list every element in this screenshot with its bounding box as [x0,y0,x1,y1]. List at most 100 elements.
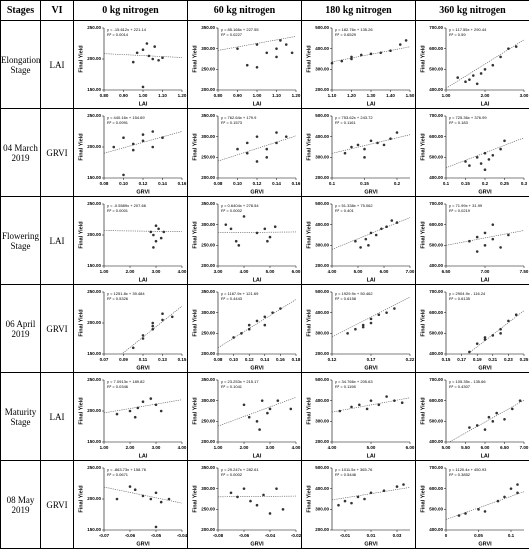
data-point [468,239,471,242]
data-point [369,321,373,324]
header-cell: Stages [0,0,41,21]
y-tick-label: 250.00 [87,465,101,470]
fit-annotation: y = 762.64x + 179.9 [221,115,257,120]
x-tick-label: -0.06 [125,533,136,538]
x-tick-label: 1.10 [158,93,167,98]
data-point [275,130,278,134]
data-point [365,407,369,410]
data-point [468,350,471,353]
fit-annotation: R² = 0.0001 [107,208,129,213]
data-point [364,237,368,240]
scatter-chart: 150.00 200.00 250.00 0.80 0.90 1.00 1.10 1.20 LA… [78,25,186,107]
y-tick-label: 400.00 [429,175,443,180]
x-tick-label: 0.15 [360,181,369,186]
y-tick-label: 500.00 [429,418,443,423]
data-point [499,245,502,249]
data-point [503,495,506,498]
y-tick-label: 200.00 [201,175,215,180]
data-point [112,145,116,148]
y-axis-label: Final Yield [306,133,312,160]
data-point [464,511,467,515]
scatter-chart: 200.00 300.00 400.00 500.00 4.00 5.00 6.00 LAI F… [306,377,414,459]
y-tick-label: 600.00 [429,309,443,314]
data-point [369,491,373,494]
y-tick-label: 700.00 [429,377,443,382]
y-tick-label: 350.00 [201,25,215,30]
data-point [468,77,471,81]
x-tick-label: 0.08 [214,181,223,186]
data-point [495,411,498,414]
table-row: 06 April 2019 GRVI 150.00 200.00 250.00 0.07 0… [0,284,529,373]
data-point [131,60,135,63]
data-point [245,63,249,66]
data-point [154,491,158,494]
fit-annotation: y = 753.62x + 243.72 [335,115,373,120]
x-tick-label: 4.00 [178,445,187,450]
data-point [507,233,510,236]
data-point [115,497,119,500]
x-axis-label: GRVI [478,189,492,195]
data-point [499,331,502,335]
fit-annotation: R² = 0.6135 [449,296,471,301]
data-point [379,51,383,54]
y-tick-label: 200.00 [87,320,101,325]
chart-cell: 400.00 500.00 600.00 700.00 5.00 5.50 6.00 6.50… [415,372,529,461]
data-point [229,227,233,230]
y-tick-label: 300.00 [201,133,215,138]
data-point [141,85,145,88]
data-point [263,227,267,230]
data-point [275,46,278,50]
x-tick-label: 0.09 [119,357,128,362]
trend-line [218,298,296,348]
y-tick-label: 200.00 [315,87,329,92]
data-point [154,223,158,227]
x-tick-label: 0.18 [292,357,301,362]
fit-annotation: y = 51.338x + 75.062 [335,203,373,208]
trend-line [332,133,410,154]
x-axis-label: LAI [139,453,148,459]
data-point [398,42,402,46]
y-tick-label: 150.00 [87,351,101,356]
fit-annotation: y = 1251.8x + 39.484 [107,291,145,296]
data-point [255,159,259,163]
y-tick-label: 350.00 [201,465,215,470]
x-tick-label: 1.10 [272,93,281,98]
y-tick-label: 300.00 [315,66,329,71]
fit-annotation: y = 29.247x + 282.61 [221,467,259,472]
y-tick-label: 400.00 [429,87,443,92]
data-point [151,129,155,133]
data-point [262,493,265,496]
data-point [487,157,491,161]
y-tick-label: 250.00 [201,66,215,71]
y-axis-label: Final Yield [78,45,84,72]
data-point [237,243,241,247]
data-point [149,230,153,233]
y-tick-label: 200.00 [87,144,101,149]
x-tick-label: 7.50 [520,269,529,274]
data-point [255,419,259,423]
data-point [377,312,381,316]
x-tick-label: 7.00 [481,269,490,274]
data-point [402,482,405,486]
data-point [115,412,119,415]
x-tick-label: 4.00 [178,269,187,274]
stage-cell: Flowering Stage [0,196,41,285]
data-point [284,42,288,46]
vi-cell: GRVI [40,284,74,373]
y-axis-label: Final Yield [306,221,312,248]
y-tick-label: 400.00 [429,351,443,356]
data-point [499,147,502,150]
data-point [511,407,514,410]
fit-annotation: R² = 0.5326 [107,296,129,301]
data-point [141,139,145,142]
data-point [161,311,164,315]
x-tick-label: 4.00 [240,269,249,274]
x-tick-label: 0.23 [504,357,513,362]
data-point [400,400,404,404]
x-axis-label: GRVI [478,541,492,547]
data-point [518,398,522,402]
trend-line [446,490,524,520]
fit-annotation: y = 1011.5x + 365.76 [335,467,373,472]
data-point [367,243,370,247]
y-tick-label: 600.00 [429,397,443,402]
